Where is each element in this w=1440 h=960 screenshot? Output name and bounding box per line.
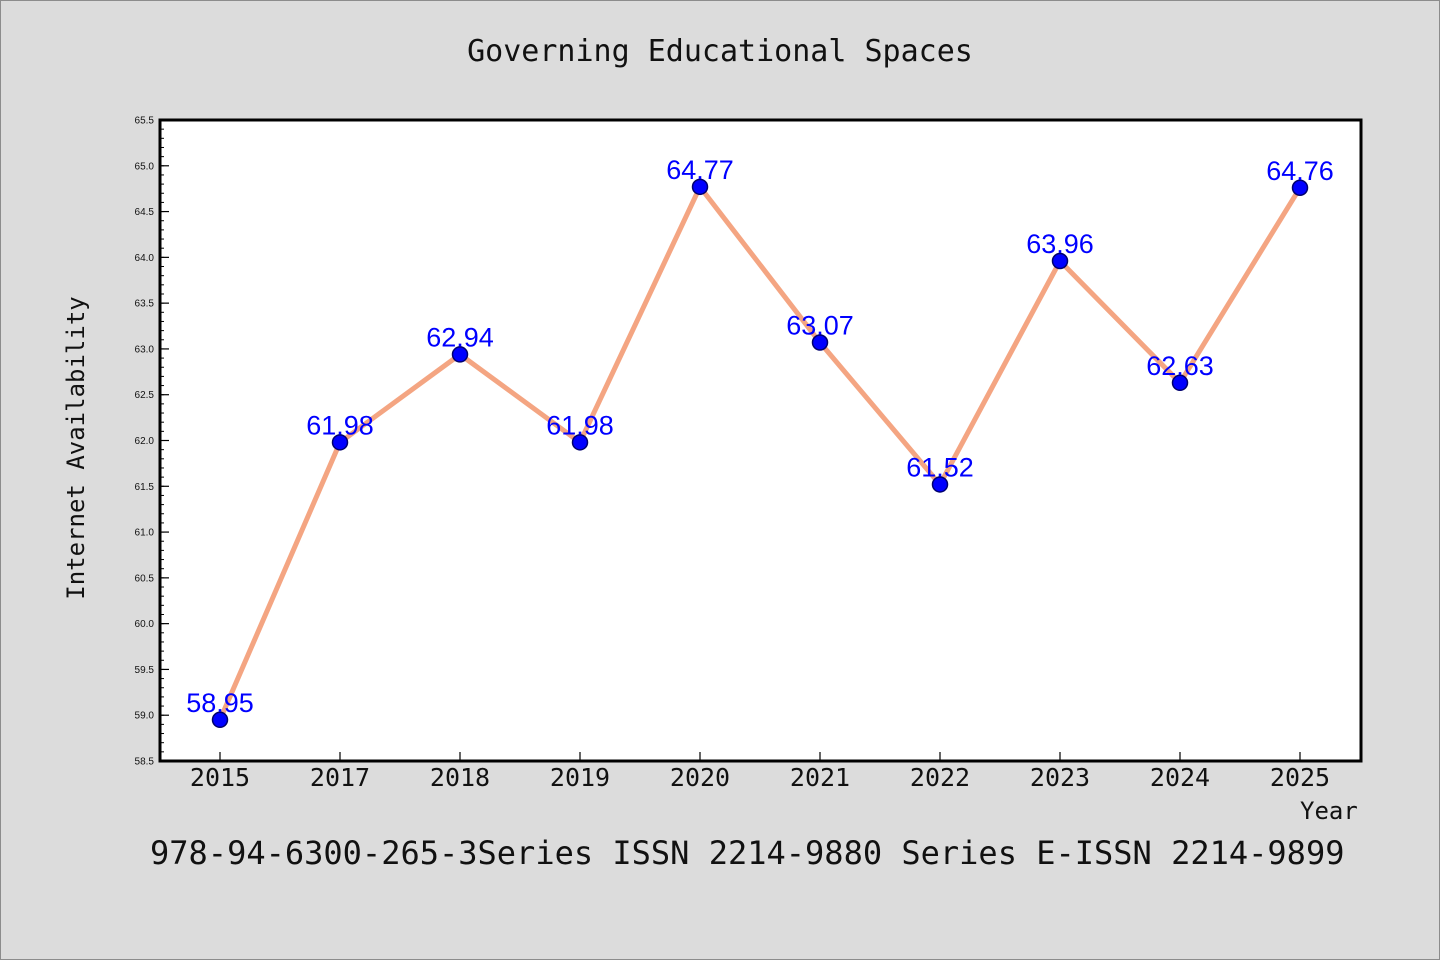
y-tick-label: 64.0: [135, 253, 155, 264]
chart-title: Governing Educational Spaces: [467, 34, 973, 69]
data-point: [1291, 179, 1309, 197]
data-label: 62.63: [1146, 351, 1214, 381]
data-label: 64.77: [666, 155, 734, 185]
y-tick-label: 62.5: [135, 390, 155, 401]
y-tick-label: 58.5: [135, 757, 155, 768]
y-tick-label: 63.5: [135, 299, 155, 310]
x-tick-label: 2020: [670, 763, 730, 792]
y-tick-label: 62.0: [135, 436, 155, 447]
data-point: [1051, 252, 1069, 270]
data-label: 64.76: [1266, 156, 1334, 186]
series-line: [217, 184, 1303, 723]
y-tick-label: 60.0: [135, 619, 155, 630]
x-tick-label: 2015: [190, 763, 250, 792]
data-point: [931, 476, 949, 493]
x-tick-label: 2023: [1030, 763, 1090, 792]
data-label: 62.94: [426, 322, 494, 352]
data-label: 61.52: [906, 452, 974, 482]
data-point: [451, 346, 469, 363]
x-tick-label: 2019: [550, 763, 610, 792]
x-tick-label: 2024: [1150, 763, 1210, 792]
x-tick-label: 2025: [1270, 763, 1330, 792]
y-tick-label: 60.5: [135, 573, 155, 584]
y-tick-label: 61.5: [135, 482, 155, 493]
y-tick-label: 61.0: [135, 528, 155, 539]
data-point: [1171, 374, 1189, 392]
data-point: [571, 434, 589, 451]
y-tick-label: 59.0: [135, 711, 155, 722]
y-tick-label: 59.5: [135, 665, 155, 676]
y-tick-label: 63.0: [135, 344, 155, 355]
data-point: [811, 334, 829, 351]
y-tick-label: 65.0: [135, 161, 155, 172]
data-label: 58.95: [186, 688, 254, 718]
data-label: 61.98: [546, 410, 614, 440]
data-label: 61.98: [306, 410, 374, 440]
x-axis-label: Year: [1300, 797, 1358, 825]
plot-area: [160, 120, 1361, 761]
x-tick-label: 2017: [310, 763, 370, 792]
data-point: [211, 711, 229, 729]
x-tick-label: 2018: [430, 763, 490, 792]
data-point: [331, 434, 349, 451]
plot-border: [158, 118, 1363, 763]
x-tick-label: 2021: [790, 763, 850, 792]
data-point: [691, 178, 709, 196]
data-label: 63.07: [786, 311, 854, 341]
y-tick-label: 64.5: [135, 207, 155, 218]
y-tick-label: 65.5: [135, 116, 155, 127]
x-tick-label: 2022: [910, 763, 970, 792]
footer-isbn-text: 978-94-6300-265-3Series ISSN 2214-9880 S…: [150, 834, 1345, 872]
data-label: 63.96: [1026, 229, 1094, 259]
